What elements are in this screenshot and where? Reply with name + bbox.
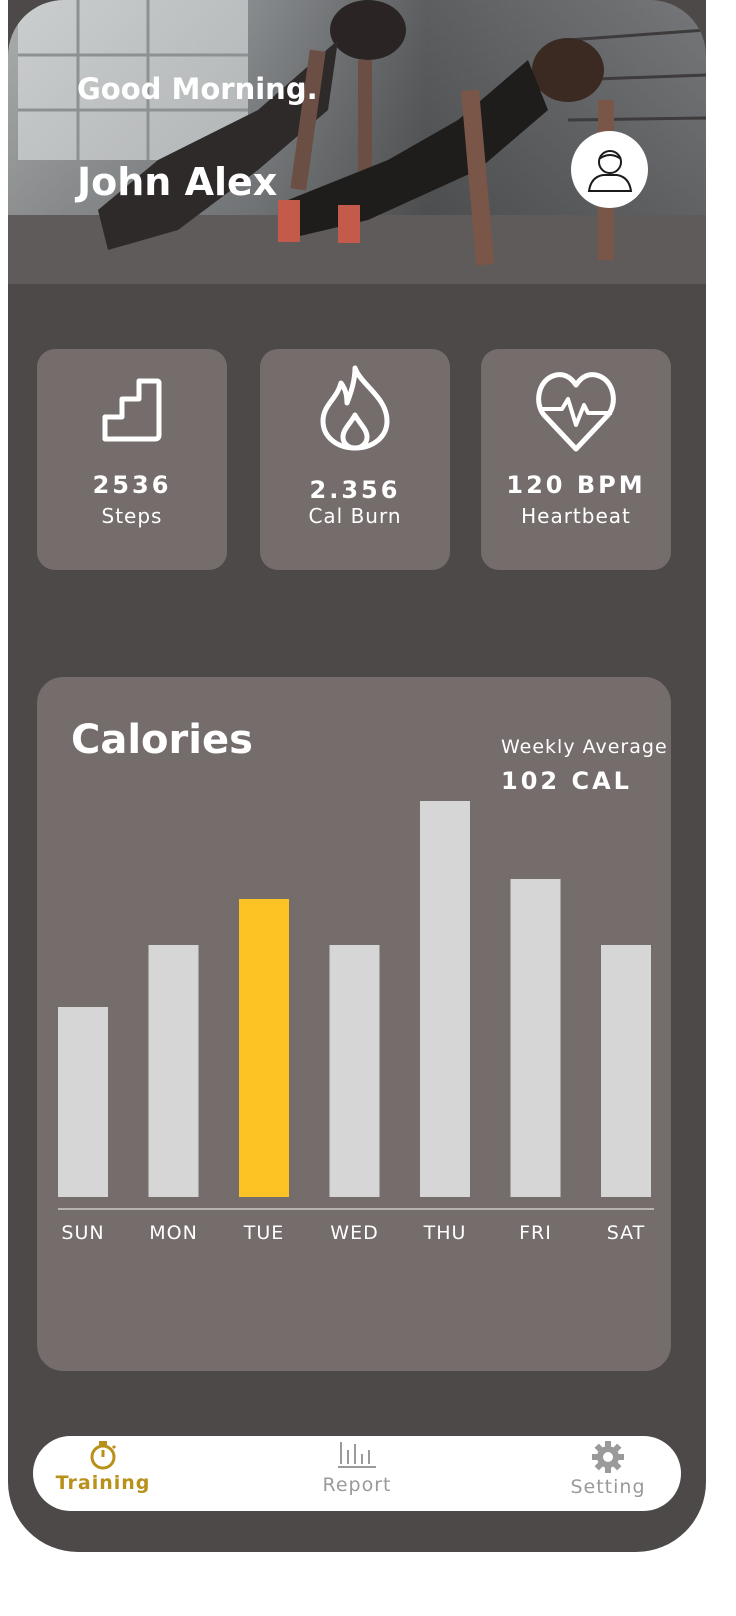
tick-label-tue: TUE <box>243 1222 285 1244</box>
user-icon <box>587 149 632 192</box>
heartbeat-icon <box>536 372 616 452</box>
weekly-average-value: 102 CAL <box>501 767 632 795</box>
tick-label-thu: THU <box>423 1222 467 1244</box>
greeting-text: Good Morning. <box>77 72 318 106</box>
nav-training-label: Training <box>55 1472 151 1494</box>
calories-panel: Calories Weekly Average 102 CAL SUN MON TU… <box>37 677 671 1371</box>
nav-setting[interactable]: Setting <box>553 1440 663 1498</box>
gear-icon <box>592 1441 624 1473</box>
nav-report[interactable]: Report <box>307 1440 407 1496</box>
stopwatch-icon <box>90 1441 117 1470</box>
tick-label-sun: SUN <box>61 1222 104 1244</box>
user-name: John Alex <box>77 160 278 204</box>
heartbeat-label: Heartbeat <box>521 504 631 528</box>
weekly-average-label: Weekly Average <box>501 736 668 758</box>
bar-sat[interactable] <box>601 945 651 1197</box>
bottom-nav: Training Report <box>33 1436 681 1511</box>
steps-card[interactable]: 2536 Steps <box>37 349 227 570</box>
nav-report-label: Report <box>322 1474 392 1496</box>
steps-label: Steps <box>101 504 163 528</box>
bar-mon[interactable] <box>148 945 199 1197</box>
bar-fri[interactable] <box>510 879 561 1197</box>
cal-burn-label: Cal Burn <box>308 504 402 528</box>
calories-bar-chart: SUN MON TUE WED THU FRI SAT <box>58 801 654 1244</box>
bar-wed[interactable] <box>329 945 380 1197</box>
profile-button[interactable] <box>571 131 648 208</box>
hero-banner: Good Morning. John Alex <box>8 0 706 284</box>
heartbeat-card[interactable]: 120 BPM Heartbeat <box>481 349 671 570</box>
bar-thu[interactable] <box>420 801 470 1197</box>
tick-label-sat: SAT <box>607 1222 646 1244</box>
nav-setting-label: Setting <box>570 1476 646 1498</box>
cal-burn-card[interactable]: 2.356 Cal Burn <box>260 349 450 570</box>
tick-label-wed: WED <box>330 1222 378 1244</box>
bar-chart-icon <box>338 1442 376 1468</box>
tick-label-fri: FRI <box>519 1222 552 1244</box>
bar-sun[interactable] <box>58 1007 108 1197</box>
cal-burn-value: 2.356 <box>309 476 401 504</box>
nav-training[interactable]: Training <box>53 1440 153 1494</box>
calories-title: Calories <box>71 717 253 763</box>
tick-label-mon: MON <box>149 1222 198 1244</box>
flame-icon <box>320 365 390 451</box>
bar-tue[interactable] <box>239 899 289 1197</box>
phone-screen: Good Morning. John Alex 2536 Steps 2.3 <box>8 0 706 1552</box>
stairs-icon <box>102 378 162 442</box>
steps-value: 2536 <box>92 471 172 499</box>
heartbeat-value: 120 BPM <box>506 471 646 499</box>
